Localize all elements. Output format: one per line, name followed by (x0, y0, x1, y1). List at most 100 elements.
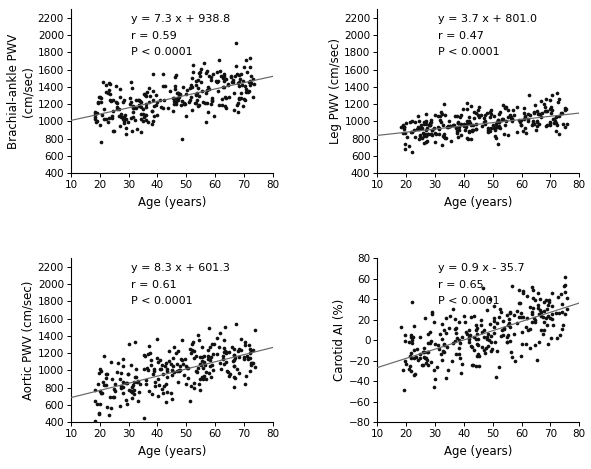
Point (177, 136, 187, 143)
Point (503, 106, 512, 114)
Point (154, 381, 164, 389)
Point (515, 118, 525, 126)
Point (209, 366, 218, 373)
Point (121, 124, 131, 131)
Point (202, 375, 211, 382)
Point (215, 359, 225, 366)
Point (550, 117, 560, 124)
Point (400, 140, 410, 147)
Text: r = 0.65: r = 0.65 (438, 280, 483, 290)
Point (548, 115, 558, 122)
Point (96, 401, 105, 408)
Point (219, 70, 229, 78)
Point (530, 317, 540, 324)
Point (476, 112, 486, 119)
Point (491, 373, 501, 380)
Point (556, 110, 566, 117)
Point (129, 386, 138, 394)
Point (248, 93, 258, 101)
Point (433, 341, 443, 349)
Point (119, 96, 128, 104)
Point (436, 116, 445, 123)
Point (139, 414, 148, 422)
Point (556, 290, 566, 297)
Point (144, 366, 153, 374)
Point (448, 121, 457, 129)
Point (485, 128, 495, 135)
Point (525, 344, 534, 352)
Point (554, 130, 564, 137)
Point (477, 329, 486, 336)
Point (527, 310, 537, 318)
Point (468, 361, 478, 369)
Point (162, 388, 171, 396)
Point (499, 317, 508, 325)
Point (547, 289, 557, 297)
Point (164, 347, 174, 355)
Point (154, 358, 163, 366)
Point (106, 393, 115, 401)
Point (236, 89, 245, 97)
Point (417, 121, 426, 129)
Point (405, 119, 414, 126)
Point (550, 119, 560, 126)
Point (495, 108, 505, 116)
Point (551, 127, 561, 135)
Point (196, 375, 205, 383)
Point (135, 97, 145, 105)
Point (489, 329, 499, 337)
Point (475, 103, 484, 111)
Point (518, 328, 527, 336)
Point (553, 98, 562, 106)
Point (560, 310, 570, 318)
Point (532, 117, 541, 124)
Point (500, 104, 509, 112)
Point (557, 325, 567, 333)
Point (434, 345, 443, 353)
Point (417, 361, 426, 369)
Point (243, 352, 252, 360)
Point (220, 73, 229, 80)
Point (442, 343, 452, 351)
Point (95, 121, 105, 129)
Point (118, 113, 127, 121)
Point (203, 99, 212, 107)
Point (137, 103, 146, 110)
Point (152, 98, 162, 106)
Point (204, 72, 213, 80)
Point (451, 350, 460, 358)
Point (200, 358, 209, 365)
Point (434, 126, 444, 133)
Point (483, 333, 492, 340)
Point (450, 337, 460, 344)
Point (485, 295, 494, 303)
Point (105, 87, 114, 94)
Point (430, 318, 439, 325)
Point (149, 367, 158, 374)
Point (485, 320, 494, 328)
Point (409, 371, 418, 378)
Point (194, 336, 204, 344)
X-axis label: Age (years): Age (years) (138, 445, 206, 458)
Point (102, 81, 111, 89)
Point (431, 129, 440, 137)
Point (172, 95, 181, 103)
Point (530, 109, 539, 117)
Point (128, 383, 137, 391)
Point (202, 118, 211, 125)
Point (193, 84, 202, 92)
Point (539, 307, 548, 314)
Point (458, 106, 467, 113)
Point (158, 104, 168, 112)
Point (480, 349, 490, 356)
Y-axis label: Leg PWV (cm/sec): Leg PWV (cm/sec) (329, 38, 342, 144)
Point (436, 330, 445, 337)
Point (508, 106, 518, 114)
Point (249, 80, 258, 88)
Point (241, 57, 251, 64)
Point (493, 116, 503, 124)
Point (545, 121, 554, 129)
Point (178, 83, 187, 91)
Point (146, 356, 155, 363)
Point (142, 92, 151, 99)
